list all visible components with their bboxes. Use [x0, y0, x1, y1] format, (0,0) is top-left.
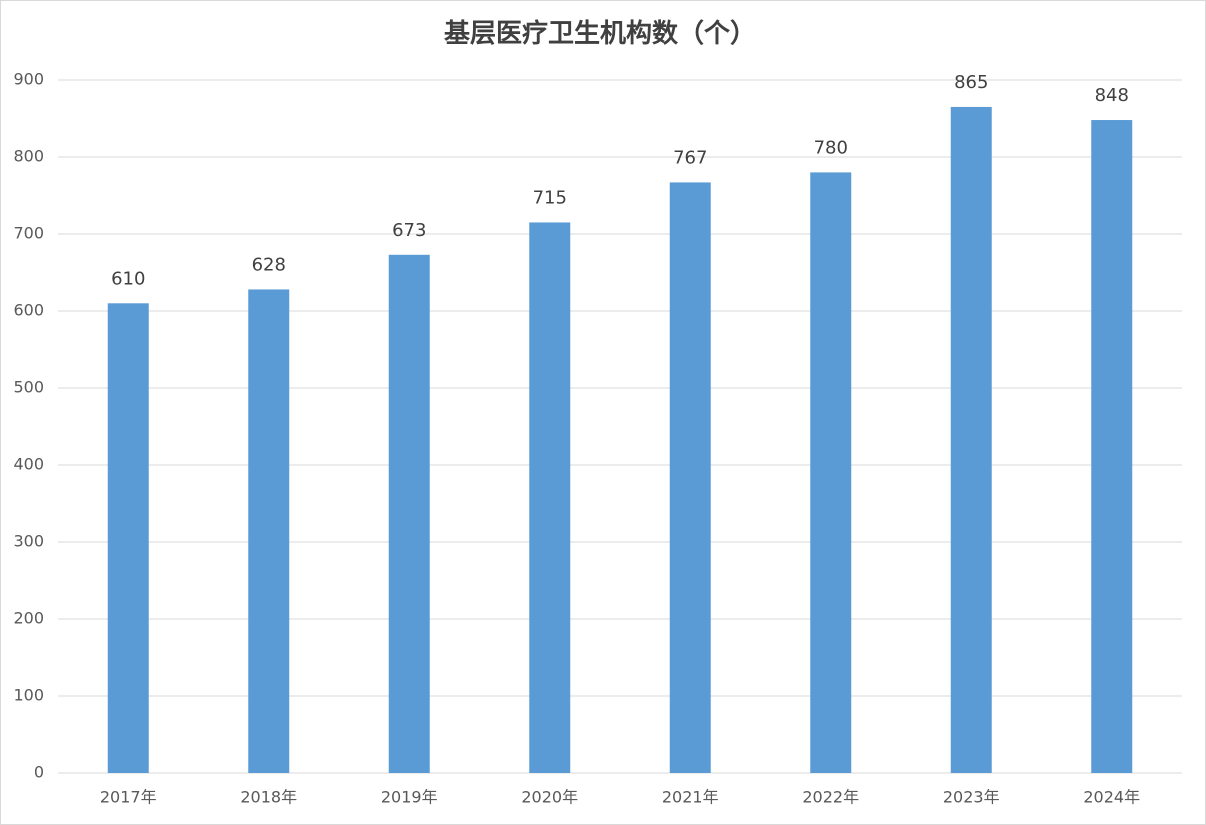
x-tick-label: 2023年 [943, 788, 1000, 807]
bar [810, 172, 852, 773]
data-label: 767 [673, 147, 707, 168]
data-label: 865 [954, 72, 988, 93]
data-label: 848 [1095, 85, 1129, 106]
bar [388, 254, 430, 774]
bar [107, 303, 149, 773]
x-tick-label: 2018年 [240, 788, 297, 807]
y-tick-label: 600 [13, 301, 44, 320]
x-tick-label: 2022年 [802, 788, 859, 807]
bar [529, 222, 571, 773]
y-tick-label: 700 [13, 224, 44, 243]
bar [248, 289, 290, 773]
y-tick-label: 400 [13, 455, 44, 474]
x-tick-label: 2021年 [662, 788, 719, 807]
bar [950, 106, 992, 773]
y-tick-label: 100 [13, 686, 44, 705]
y-tick-label: 200 [13, 609, 44, 628]
y-tick-label: 300 [13, 532, 44, 551]
data-label: 610 [111, 268, 145, 289]
x-tick-label: 2019年 [381, 788, 438, 807]
y-tick-label: 900 [13, 70, 44, 89]
data-label: 628 [252, 254, 286, 275]
chart-title: 基层医疗卫生机构数（个） [444, 18, 756, 49]
x-tick-label: 2017年 [100, 788, 157, 807]
data-label: 715 [533, 187, 567, 208]
y-tick-label: 0 [34, 763, 44, 782]
y-tick-label: 800 [13, 147, 44, 166]
data-label: 780 [814, 137, 848, 158]
x-tick-label: 2020年 [521, 788, 578, 807]
y-tick-label: 500 [13, 378, 44, 397]
bar [1091, 120, 1133, 774]
x-tick-label: 2024年 [1083, 788, 1140, 807]
bar [669, 182, 711, 773]
data-label: 673 [392, 220, 426, 241]
